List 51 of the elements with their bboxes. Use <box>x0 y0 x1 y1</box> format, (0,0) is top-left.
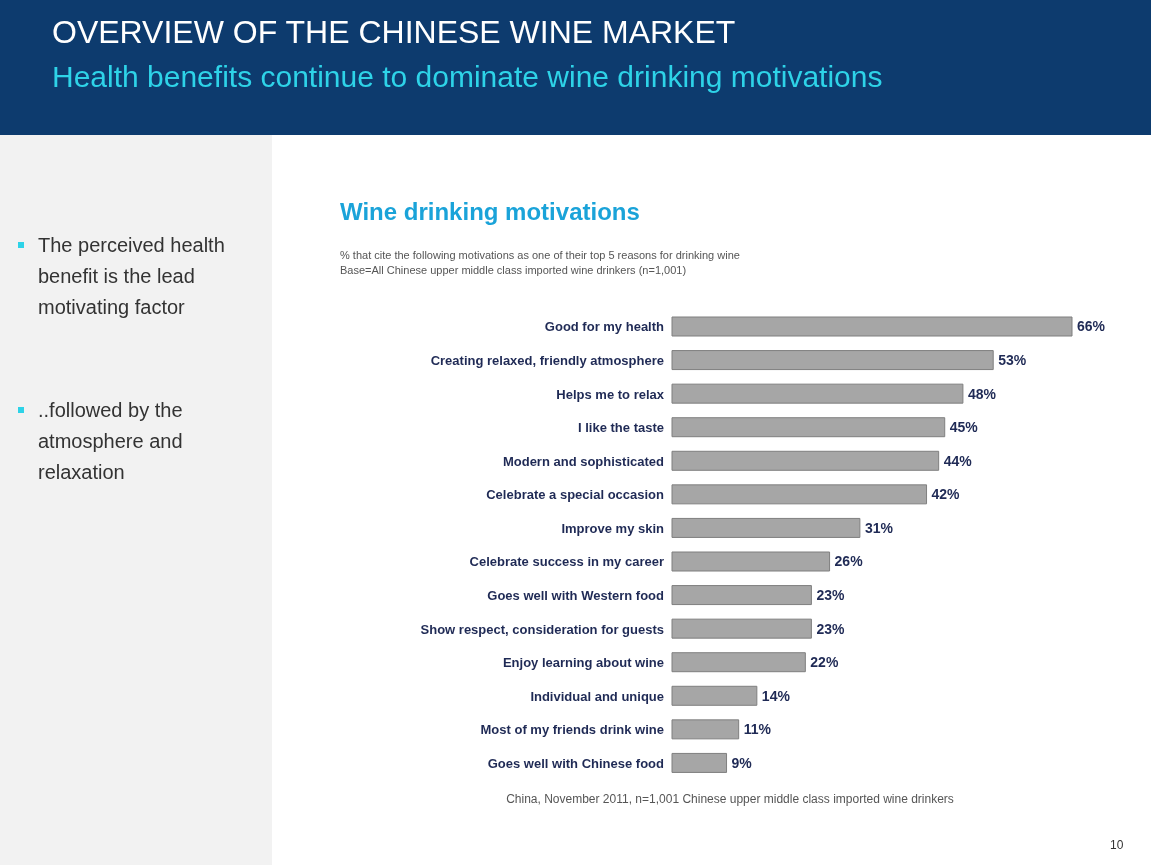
y-tick-label: I like the taste <box>578 420 664 436</box>
data-label: 44% <box>943 452 973 469</box>
y-tick-label: Celebrate a special occasion <box>486 487 665 503</box>
bar <box>671 719 740 740</box>
text: Base=All Chinese upper middle class imported wine drinkers (n=1,001) <box>340 263 688 278</box>
bar <box>671 618 812 639</box>
bar <box>671 517 861 538</box>
data-label: 48% <box>967 385 997 402</box>
data-label: 23% <box>816 587 845 604</box>
bar <box>671 383 964 404</box>
text: 10 <box>1110 838 1124 852</box>
y-tick-label: Creating relaxed, friendly atmosphere <box>430 352 664 368</box>
data-label: 42% <box>931 486 961 503</box>
text: China, November 2011, n=1,001 Chinese upper middle class imported wine drinkers <box>505 792 955 806</box>
y-tick-label: Modern and sophisticated <box>502 453 665 469</box>
y-tick-label: Individual and unique <box>530 688 664 704</box>
y-tick-label: Enjoy learning about wine <box>502 655 664 671</box>
bar <box>671 350 994 371</box>
data-label: 31% <box>864 519 894 536</box>
text: % that cite the following motivations as one of their top 5 reasons for drinking wine <box>340 248 740 263</box>
data-label: 22% <box>810 654 839 671</box>
bar <box>671 450 940 471</box>
text: ..followed by the atmosphere and relaxation <box>38 398 184 485</box>
y-tick-label: Show respect, consideration for guests <box>420 621 664 637</box>
bar <box>671 417 946 438</box>
data-label: 26% <box>834 553 864 570</box>
data-label: 9% <box>731 754 753 771</box>
y-tick-label: Celebrate success in my career <box>469 554 664 570</box>
data-label: 66% <box>1077 318 1106 335</box>
data-label: 23% <box>816 620 845 637</box>
data-label: 45% <box>949 419 979 436</box>
data-label: 14% <box>761 687 791 704</box>
bar <box>671 685 758 706</box>
chart-subtitle: Health benefits continue to dominate wine drinking motivations <box>52 59 884 95</box>
data-label: 53% <box>998 352 1027 369</box>
text: Wine drinking motivations <box>340 198 640 226</box>
y-tick-label: Good for my health <box>544 319 665 335</box>
y-tick-label: Goes well with Western food <box>487 587 665 603</box>
y-tick-label: Improve my skin <box>561 520 665 536</box>
bar <box>671 484 928 505</box>
y-tick-label: Most of my friends drink wine <box>480 722 664 738</box>
y-tick-label: Helps me to relax <box>556 386 665 402</box>
bar <box>671 652 806 673</box>
bar <box>671 551 831 572</box>
data-label: 11% <box>743 721 772 738</box>
y-tick-label: Goes well with Chinese food <box>487 755 665 771</box>
bar <box>671 752 728 773</box>
text: The perceived health benefit is the lead motivating factor <box>38 233 226 320</box>
text: OVERVIEW OF THE CHINESE WINE MARKET <box>52 14 736 51</box>
bar <box>671 316 1073 337</box>
bar <box>671 585 812 606</box>
